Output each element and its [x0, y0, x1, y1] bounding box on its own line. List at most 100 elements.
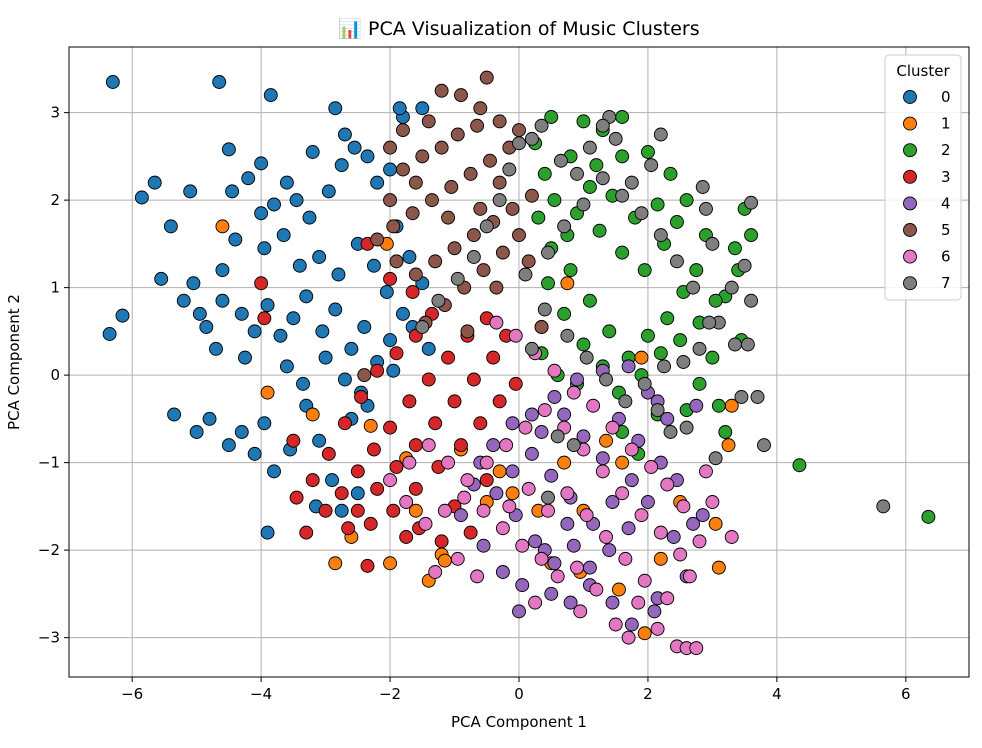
data-point — [512, 123, 526, 138]
data-point — [657, 359, 672, 374]
data-point — [663, 166, 678, 181]
data-point — [289, 193, 304, 208]
data-point — [492, 193, 507, 208]
data-point — [209, 341, 223, 356]
data-point — [702, 315, 717, 330]
data-point — [541, 276, 555, 291]
data-point — [383, 193, 398, 208]
data-point — [312, 250, 327, 264]
data-point — [695, 180, 710, 194]
data-point — [492, 464, 507, 479]
data-point — [744, 195, 759, 210]
data-point — [757, 438, 771, 453]
legend-marker — [903, 116, 917, 131]
data-point — [686, 516, 701, 531]
data-point — [502, 162, 517, 177]
data-point — [557, 455, 572, 470]
y-axis-title: PCA Component 2 — [5, 294, 23, 430]
data-point — [415, 101, 430, 116]
legend-box — [884, 54, 962, 301]
data-point — [154, 271, 169, 286]
data-point — [592, 223, 607, 238]
data-point — [289, 490, 304, 505]
data-point — [653, 228, 668, 243]
data-point — [547, 193, 562, 208]
data-point — [318, 503, 333, 518]
data-point — [618, 394, 633, 409]
data-point — [631, 595, 646, 610]
legend-label: 2 — [941, 141, 951, 159]
data-point — [450, 127, 465, 142]
data-point — [234, 425, 249, 439]
data-point — [489, 280, 504, 295]
data-point — [647, 604, 662, 619]
data-point — [579, 508, 594, 523]
data-point — [528, 534, 543, 549]
x-tick-label: −2 — [379, 685, 401, 703]
x-tick-label: 2 — [643, 685, 653, 703]
legend-label: 3 — [941, 168, 951, 186]
data-point — [450, 271, 465, 286]
y-tick-label: 1 — [50, 279, 60, 297]
data-point — [721, 438, 736, 453]
data-point — [212, 75, 227, 89]
data-point — [341, 521, 356, 536]
data-point — [370, 481, 385, 496]
data-point — [337, 372, 352, 387]
data-point — [644, 158, 659, 173]
data-point — [347, 140, 362, 155]
data-point — [476, 503, 491, 518]
data-point — [399, 530, 414, 544]
x-tick-label: −4 — [250, 685, 272, 703]
data-point — [328, 302, 343, 317]
data-point — [560, 276, 575, 291]
data-point — [615, 486, 630, 501]
y-tick-label: 3 — [50, 104, 60, 122]
data-point — [273, 328, 288, 343]
data-point — [676, 499, 691, 514]
data-point — [221, 142, 236, 157]
y-tick-label: 2 — [50, 191, 60, 209]
data-point — [447, 241, 462, 256]
data-point — [495, 521, 510, 536]
data-point — [463, 525, 478, 540]
data-point — [728, 337, 742, 352]
data-point — [328, 101, 343, 116]
data-point — [473, 416, 488, 431]
data-point — [354, 390, 368, 404]
data-point — [560, 486, 575, 501]
data-point — [386, 503, 401, 518]
data-point — [537, 302, 552, 317]
data-point — [357, 320, 372, 334]
data-point — [605, 495, 620, 509]
data-point — [315, 324, 330, 339]
data-point — [705, 495, 720, 509]
data-point — [670, 254, 684, 269]
data-point — [370, 363, 385, 378]
data-point — [599, 433, 613, 448]
data-point — [492, 394, 507, 409]
data-point — [389, 254, 404, 269]
data-point — [495, 565, 510, 579]
data-point — [276, 228, 291, 243]
data-point — [470, 569, 485, 584]
data-point — [483, 153, 497, 168]
data-point — [524, 341, 539, 356]
x-tick-label: 0 — [514, 685, 524, 703]
data-point — [579, 350, 594, 365]
data-point — [408, 267, 423, 282]
data-point — [228, 232, 243, 247]
data-point — [408, 438, 423, 453]
data-point — [389, 346, 404, 361]
data-point — [425, 193, 439, 208]
data-point — [257, 241, 272, 256]
legend-label: 0 — [941, 88, 951, 106]
data-point — [660, 311, 675, 326]
data-point — [492, 114, 507, 129]
data-point — [566, 538, 581, 553]
data-point — [512, 604, 526, 619]
data-point — [441, 350, 456, 365]
data-point — [441, 210, 456, 225]
data-point — [615, 149, 630, 164]
data-point — [325, 473, 339, 488]
